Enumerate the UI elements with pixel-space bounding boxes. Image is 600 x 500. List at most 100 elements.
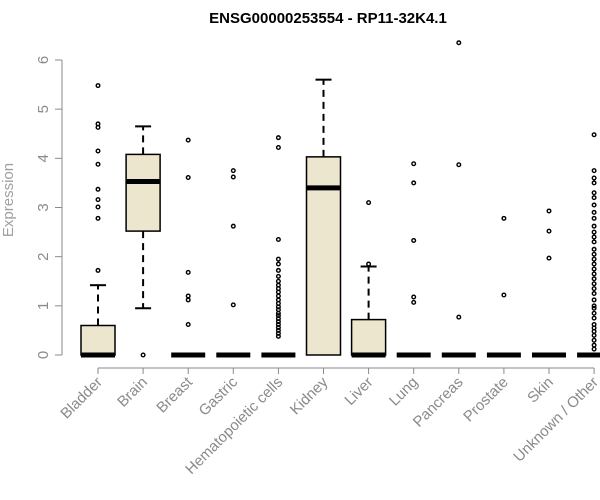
outlier-point: [546, 255, 552, 261]
outlier-point: [185, 175, 191, 181]
outlier-point: [591, 315, 597, 321]
outlier-point: [185, 322, 191, 328]
outlier-point: [591, 180, 597, 186]
outlier-point: [591, 281, 597, 287]
box-group: [305, 78, 342, 356]
outlier-point: [411, 294, 417, 300]
x-tick-label: Lung: [386, 374, 422, 410]
outlier-point: [546, 228, 552, 234]
outlier-point: [411, 180, 417, 186]
outlier-point: [275, 236, 281, 242]
outlier-point: [591, 239, 597, 245]
outlier-point: [95, 161, 101, 167]
outlier-point: [230, 223, 236, 229]
outlier-point: [591, 310, 597, 316]
outlier-point: [591, 202, 597, 208]
outlier-point: [275, 273, 281, 279]
x-tick-label: Kidney: [287, 373, 332, 418]
outlier-point: [95, 267, 101, 273]
outlier-point: [591, 175, 597, 181]
outlier-point: [411, 237, 417, 243]
outlier-point: [185, 297, 191, 303]
box-group: [486, 215, 521, 358]
x-tick-label: Prostate: [460, 374, 512, 426]
box-group: [216, 168, 251, 358]
outlier-point: [591, 251, 597, 257]
outlier-point: [591, 332, 597, 338]
outlier-point: [591, 297, 597, 303]
x-tick-label: Liver: [341, 374, 376, 409]
outlier-point: [591, 246, 597, 252]
y-tick-label: 6: [35, 56, 52, 64]
outlier-point: [366, 261, 372, 267]
outlier-point: [591, 209, 597, 215]
outlier-point: [95, 215, 101, 221]
box: [80, 324, 116, 356]
outlier-point: [230, 302, 236, 308]
outlier-point: [591, 195, 597, 201]
outlier-point: [591, 132, 597, 138]
outlier-point: [230, 168, 236, 174]
plot-area: [80, 40, 600, 358]
outlier-point: [456, 40, 462, 46]
y-tick-label: 1: [35, 302, 52, 310]
y-tick-label: 3: [35, 203, 52, 211]
box-group: [350, 200, 387, 358]
outlier-point: [275, 310, 281, 316]
outlier-point: [456, 314, 462, 320]
outlier-point: [275, 278, 281, 284]
x-tick-label: Brain: [114, 374, 151, 411]
outlier-point: [591, 223, 597, 229]
outlier-point: [591, 346, 597, 352]
box-group: [171, 137, 206, 358]
outlier-point: [95, 197, 101, 203]
outlier-point: [501, 292, 507, 298]
outlier-point: [95, 148, 101, 154]
y-tick-label: 2: [35, 252, 52, 260]
outlier-point: [591, 256, 597, 262]
box-group: [125, 125, 161, 358]
outlier-point: [411, 161, 417, 167]
outlier-point: [185, 269, 191, 275]
outlier-point: [591, 342, 597, 348]
outlier-point: [275, 256, 281, 262]
box-group: [396, 161, 431, 358]
outlier-point: [591, 168, 597, 174]
outlier-point: [591, 266, 597, 272]
outlier-point: [456, 162, 462, 168]
outlier-point: [591, 215, 597, 221]
outlier-point: [591, 234, 597, 240]
box: [125, 153, 161, 232]
outlier-point: [591, 328, 597, 334]
outlier-point: [591, 271, 597, 277]
outlier-point: [366, 200, 372, 206]
outlier-point: [95, 124, 101, 130]
outlier-point: [275, 145, 281, 151]
box-group: [80, 83, 116, 358]
outlier-point: [591, 286, 597, 292]
outlier-point: [591, 305, 597, 311]
outlier-point: [140, 352, 146, 358]
box-group: [441, 40, 476, 358]
x-tick-label: Bladder: [57, 374, 106, 423]
box-group: [261, 135, 296, 358]
outlier-point: [275, 293, 281, 299]
outlier-point: [591, 261, 597, 267]
outlier-point: [185, 293, 191, 299]
outlier-point: [95, 83, 101, 89]
x-tick-label: Breast: [153, 373, 196, 416]
outlier-point: [591, 303, 597, 309]
outlier-point: [501, 215, 507, 221]
outlier-point: [185, 137, 191, 143]
outlier-point: [230, 174, 236, 180]
outlier-point: [275, 135, 281, 141]
box-group: [532, 208, 566, 358]
outlier-point: [591, 276, 597, 282]
y-axis: 0 1 2 3 4 5 6: [35, 56, 63, 359]
outlier-point: [591, 190, 597, 196]
outlier-point: [275, 261, 281, 267]
outlier-point: [411, 299, 417, 305]
outlier-point: [546, 208, 552, 214]
